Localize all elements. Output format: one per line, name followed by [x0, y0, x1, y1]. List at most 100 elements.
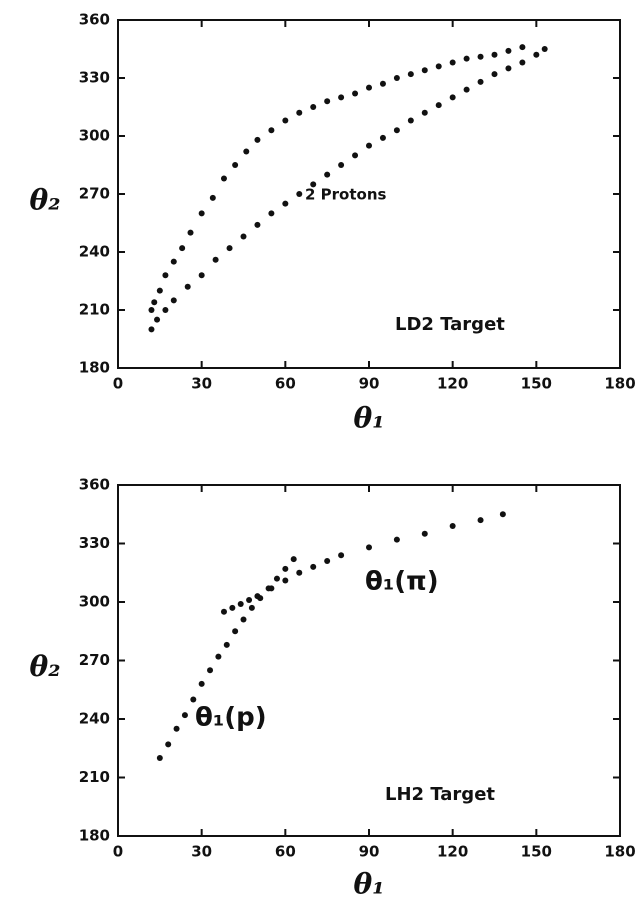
y-tick-label: 270: [79, 185, 110, 203]
data-point: [156, 755, 163, 761]
data-point: [220, 608, 227, 615]
data-point: [393, 75, 400, 81]
data-point: [435, 102, 442, 109]
data-point: [477, 53, 484, 60]
data-point: [379, 80, 386, 87]
annotation: θ₁(p): [195, 703, 267, 733]
y-tick-label: 180: [79, 827, 110, 845]
data-point: [173, 725, 180, 732]
data-point: [519, 44, 526, 51]
data-point: [352, 152, 359, 159]
annotation: LH2 Target: [385, 784, 495, 805]
data-point: [393, 536, 400, 543]
data-point: [463, 86, 470, 93]
data-point: [282, 117, 289, 124]
data-point: [505, 47, 512, 54]
data-point: [198, 272, 205, 279]
data-point: [170, 258, 177, 265]
data-point: [179, 245, 186, 252]
data-point: [226, 245, 233, 252]
plot-frame: [117, 484, 621, 837]
annotation: 2 Protons: [305, 186, 387, 204]
y-tick-label: 330: [79, 534, 110, 552]
x-tick-label: 60: [275, 375, 296, 393]
data-point: [243, 148, 250, 155]
data-point: [229, 604, 236, 611]
data-point: [435, 63, 442, 70]
data-point: [198, 210, 205, 217]
data-point: [187, 229, 194, 236]
data-point: [477, 517, 484, 524]
x-tick-label: 120: [437, 843, 468, 861]
y-tick-label: 270: [79, 651, 110, 669]
y-tick-label: 300: [79, 593, 110, 611]
data-point: [209, 194, 216, 201]
data-point: [421, 530, 428, 537]
data-point: [215, 653, 222, 660]
data-point: [505, 65, 512, 72]
annotation: θ₁(π): [365, 567, 439, 597]
data-point: [240, 233, 247, 240]
data-point: [338, 552, 345, 559]
y-tick-label: 240: [79, 243, 110, 261]
data-point: [449, 522, 456, 529]
data-point: [240, 616, 247, 623]
data-point: [268, 585, 275, 592]
x-tick-label: 30: [191, 375, 212, 393]
data-point: [407, 71, 414, 78]
data-point: [254, 136, 261, 143]
x-tick-label: 0: [113, 375, 123, 393]
data-point: [379, 134, 386, 141]
data-point: [366, 544, 372, 551]
data-point: [477, 78, 484, 85]
data-point: [541, 46, 548, 52]
data-point: [184, 283, 191, 290]
data-point: [352, 90, 359, 97]
data-point: [232, 628, 239, 635]
x-tick-label: 60: [275, 843, 296, 861]
data-point: [290, 556, 297, 563]
data-point: [282, 565, 289, 572]
data-point: [248, 604, 255, 611]
y-tick-label: 330: [79, 69, 110, 87]
data-point: [154, 316, 161, 323]
y-tick-label: 210: [79, 768, 110, 786]
data-point: [268, 127, 275, 134]
data-point: [310, 563, 317, 570]
data-point: [190, 696, 197, 703]
data-point: [220, 175, 227, 182]
data-point: [310, 104, 317, 110]
y-tick-label: 300: [79, 127, 110, 145]
x-axis-label: θ₁: [354, 402, 385, 435]
y-axis-label: θ₂: [30, 184, 61, 217]
data-point: [296, 109, 303, 116]
data-point: [198, 680, 205, 687]
data-point: [268, 210, 275, 217]
data-point: [148, 307, 155, 313]
x-tick-label: 180: [604, 843, 635, 861]
x-tick-label: 90: [359, 375, 380, 393]
data-point: [237, 600, 244, 607]
data-point: [254, 593, 261, 600]
data-point: [407, 117, 414, 124]
x-tick-label: 150: [521, 375, 552, 393]
data-point: [151, 299, 158, 306]
data-point: [296, 191, 303, 197]
data-point: [499, 511, 506, 518]
data-point: [254, 221, 261, 228]
data-point: [366, 84, 372, 91]
data-point: [491, 51, 498, 58]
data-point: [223, 641, 230, 648]
data-point: [148, 326, 155, 333]
x-tick-label: 0: [113, 843, 123, 861]
y-tick-label: 180: [79, 359, 110, 377]
data-point: [366, 142, 372, 149]
data-point: [324, 98, 331, 105]
x-tick-label: 30: [191, 843, 212, 861]
data-point: [246, 597, 253, 604]
data-point: [533, 51, 540, 58]
data-point: [421, 109, 428, 116]
data-point: [338, 94, 345, 101]
data-point: [310, 181, 317, 188]
